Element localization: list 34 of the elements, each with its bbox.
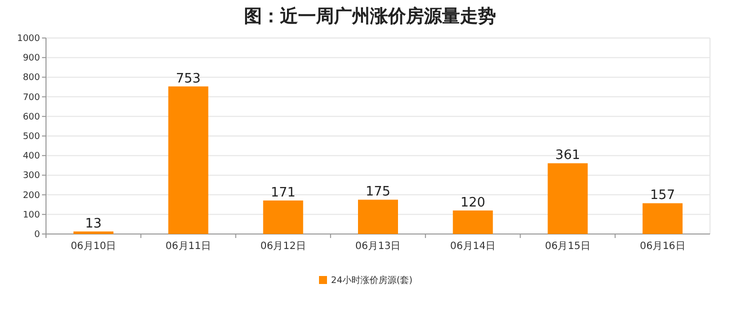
- x-tick-label: 06月11日: [166, 241, 212, 252]
- data-label: 361: [555, 148, 580, 164]
- bar: [642, 203, 683, 234]
- y-tick-label: 100: [22, 210, 40, 220]
- y-tick-label: 300: [22, 171, 40, 182]
- bar: [358, 200, 398, 234]
- x-tick-label: 06月12日: [260, 241, 306, 252]
- bar: [263, 200, 304, 234]
- bar: [168, 86, 208, 234]
- x-tick-label: 06月14日: [450, 241, 496, 252]
- x-tick-label: 06月16日: [640, 241, 686, 252]
- y-tick-label: 400: [22, 152, 40, 162]
- y-tick-label: 500: [22, 132, 40, 142]
- chart-title: 图：近一周广州涨价房源量走势: [244, 6, 496, 27]
- y-tick-label: 200: [22, 190, 40, 201]
- x-tick-label: 06月10日: [70, 241, 116, 252]
- x-tick-label: 06月15日: [544, 241, 590, 252]
- bar: [548, 163, 588, 234]
- bar: [452, 210, 493, 234]
- bar: [73, 231, 114, 234]
- data-label: 120: [460, 195, 486, 210]
- data-label: 175: [366, 184, 390, 200]
- y-tick-label: 0: [34, 230, 40, 240]
- data-label: 171: [270, 185, 296, 200]
- data-label: 13: [85, 216, 102, 232]
- data-label: 157: [650, 188, 675, 204]
- y-tick-label: 700: [22, 92, 40, 103]
- y-tick-label: 600: [22, 112, 40, 122]
- data-label: 753: [176, 71, 201, 86]
- y-tick-label: 800: [22, 73, 40, 84]
- legend-label: 24小时涨价房源(套): [331, 275, 412, 286]
- x-tick-label: 06月13日: [355, 241, 401, 252]
- y-tick-label: 900: [22, 54, 40, 64]
- y-tick-label: 1000: [17, 34, 40, 44]
